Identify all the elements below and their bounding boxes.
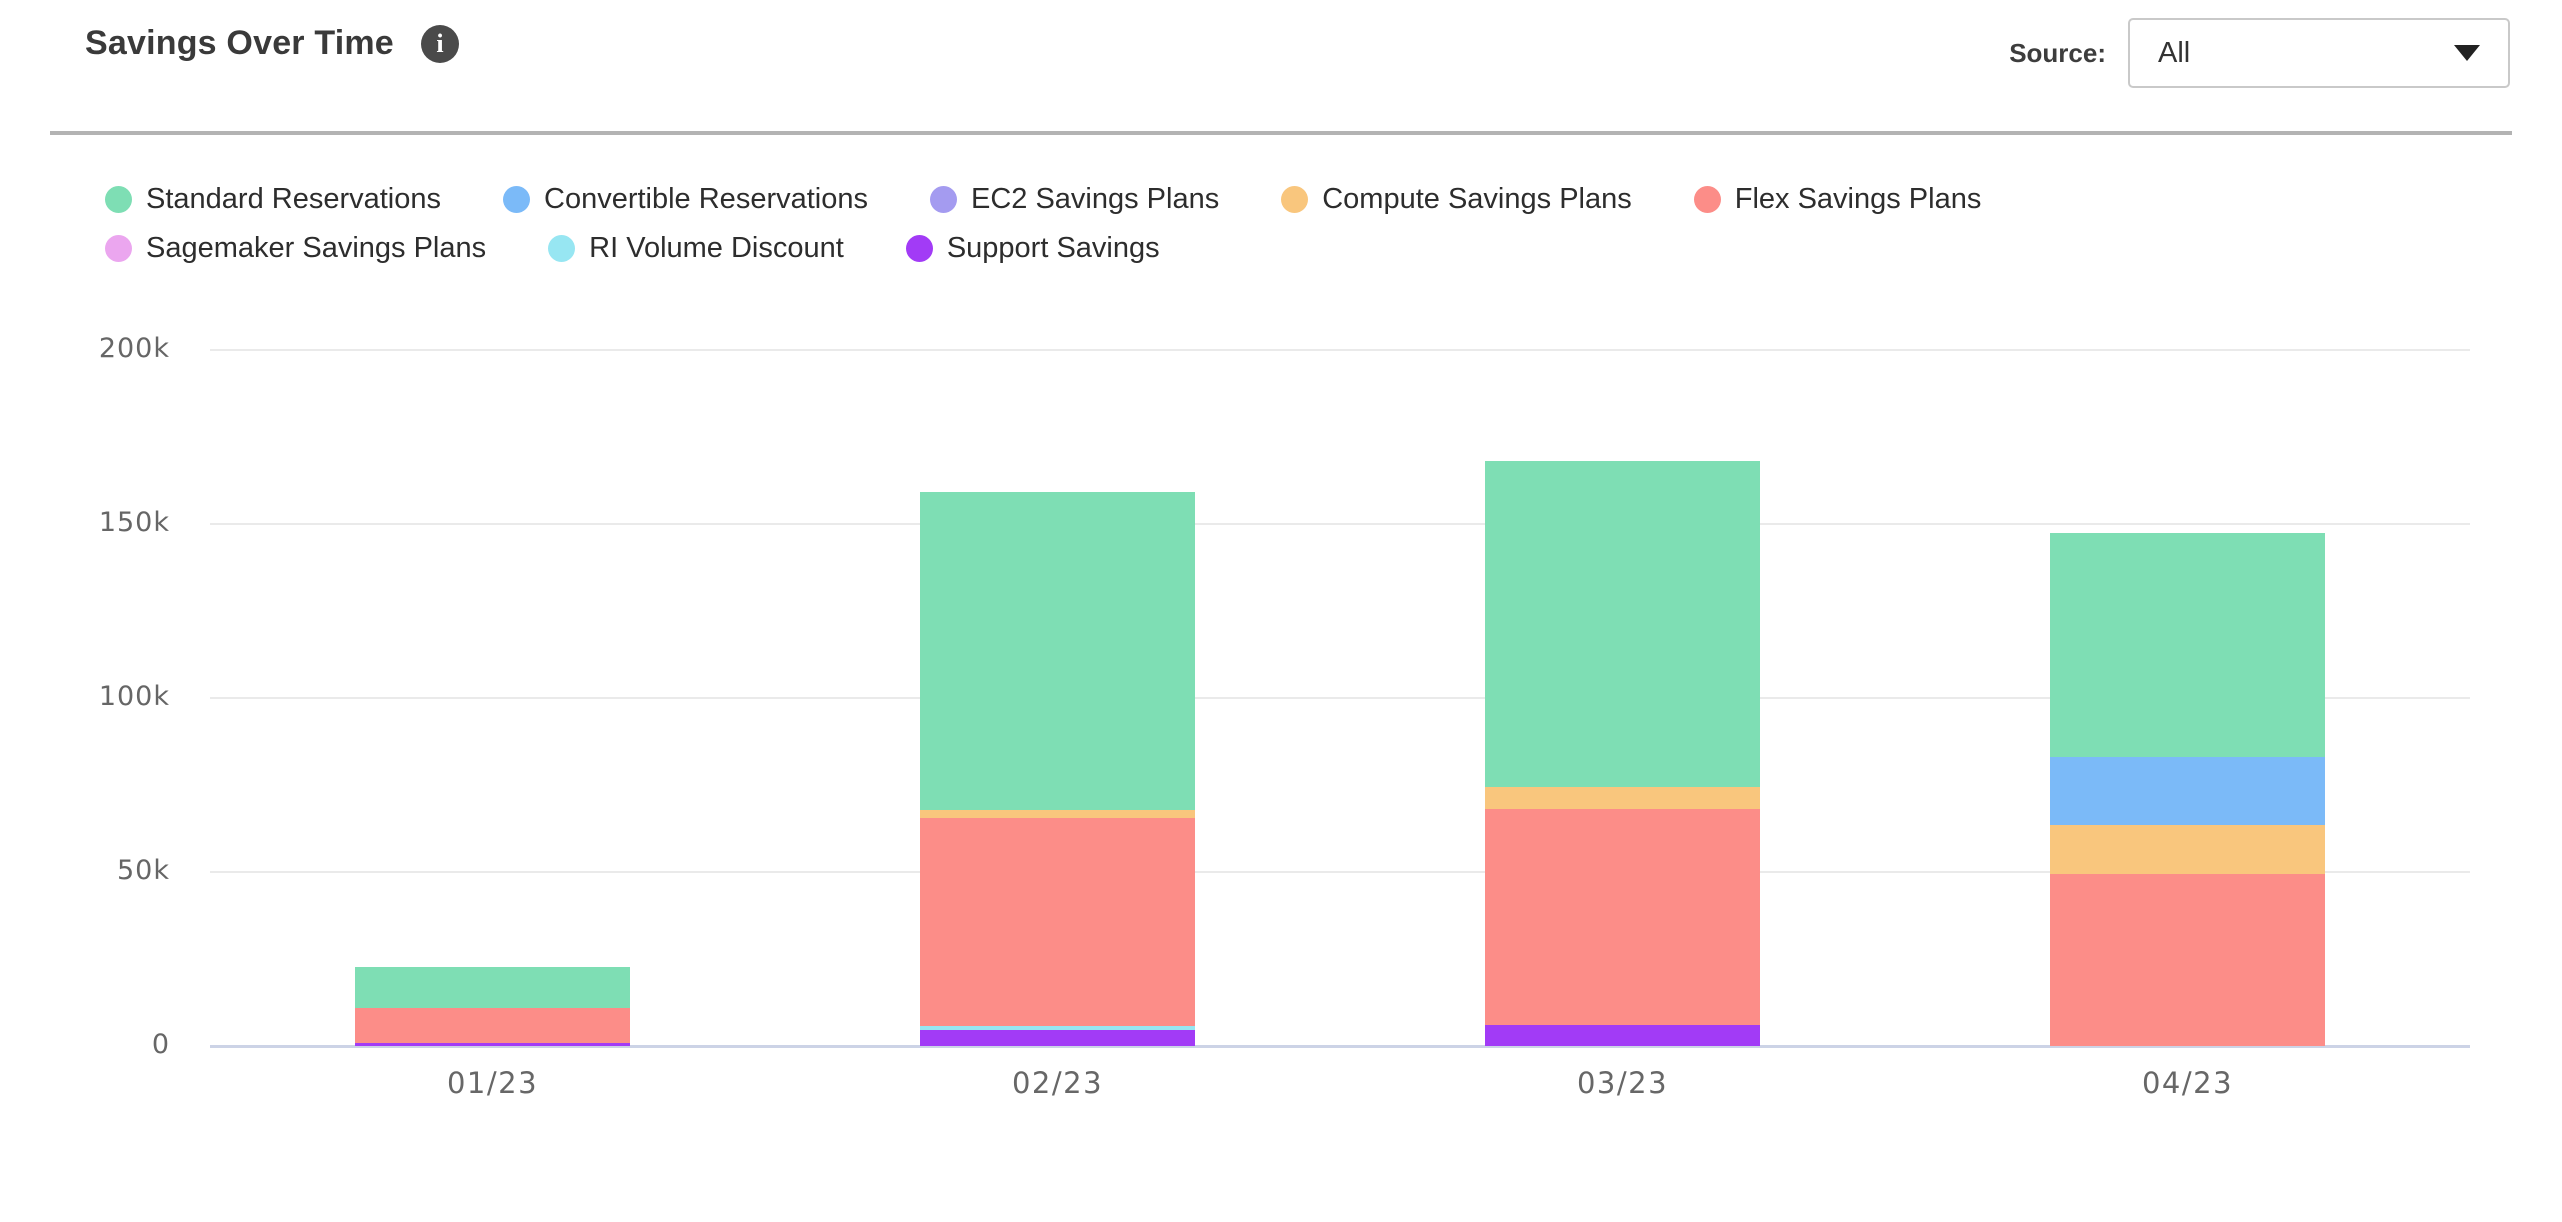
- bar-segment-compute-savings-plans-04-23[interactable]: [2050, 825, 2325, 874]
- bar-segment-standard-reservations-04-23[interactable]: [2050, 532, 2325, 758]
- x-axis-tick-label: 02/23: [1011, 1066, 1104, 1100]
- legend-item-ri-volume-discount[interactable]: RI Volume Discount: [548, 232, 844, 265]
- legend-label: Support Savings: [946, 232, 1160, 264]
- legend-dot-icon: [905, 235, 933, 262]
- bar-segment-convertible-reservations-04-23[interactable]: [2050, 757, 2325, 826]
- gridline: [210, 349, 2470, 351]
- legend-dot-icon: [1693, 186, 1721, 213]
- y-axis-tick-label: 150k: [98, 507, 170, 538]
- info-icon[interactable]: i: [421, 25, 459, 63]
- header-divider: [50, 131, 2512, 135]
- x-axis-tick-label: 01/23: [446, 1066, 539, 1100]
- gridline: [210, 697, 2470, 699]
- y-axis-tick-label: 0: [151, 1029, 170, 1060]
- bar-segment-standard-reservations-01-23[interactable]: [355, 966, 630, 1009]
- legend-dot-icon: [105, 186, 132, 213]
- chart-legend: Standard Reservations Convertible Reserva…: [105, 183, 2305, 265]
- y-axis-tick-label: 50k: [117, 855, 170, 886]
- legend-dot-icon: [105, 235, 132, 262]
- y-axis-tick-label: 100k: [98, 681, 170, 712]
- legend-item-flex-savings-plans[interactable]: Flex Savings Plans: [1693, 183, 1982, 216]
- source-label: Source:: [2009, 37, 2106, 68]
- info-icon-glyph: i: [436, 29, 444, 58]
- y-axis-tick-label: 200k: [98, 333, 170, 364]
- gridline: [210, 871, 2470, 873]
- legend-label: Convertible Reservations: [544, 183, 868, 215]
- source-dropdown[interactable]: All: [2128, 18, 2510, 88]
- legend-item-sagemaker-savings-plans[interactable]: Sagemaker Savings Plans: [105, 232, 486, 265]
- bar-segment-compute-savings-plans-02-23[interactable]: [920, 810, 1195, 819]
- bar-segment-support-savings-02-23[interactable]: [920, 1030, 1195, 1046]
- bar-segment-support-savings-01-23[interactable]: [355, 1042, 630, 1046]
- bar-segment-ri-volume-discount-02-23[interactable]: [920, 1026, 1195, 1030]
- bar-segment-flex-savings-plans-02-23[interactable]: [920, 818, 1195, 1027]
- bar-segment-compute-savings-plans-03-23[interactable]: [1485, 786, 1760, 810]
- chevron-down-icon: [2454, 45, 2480, 61]
- legend-dot-icon: [503, 186, 530, 213]
- legend-label: EC2 Savings Plans: [970, 183, 1220, 215]
- x-axis-tick-label: 03/23: [1576, 1066, 1669, 1100]
- legend-item-standard-reservations[interactable]: Standard Reservations: [105, 183, 441, 216]
- legend-item-support-savings[interactable]: Support Savings: [905, 232, 1160, 265]
- source-dropdown-value: All: [2158, 36, 2191, 69]
- legend-label: RI Volume Discount: [589, 232, 844, 264]
- legend-label: Standard Reservations: [146, 183, 441, 215]
- source-control: Source: All: [2009, 0, 2510, 106]
- bar-segment-standard-reservations-02-23[interactable]: [920, 492, 1195, 811]
- legend-label: Flex Savings Plans: [1734, 183, 1982, 215]
- legend-dot-icon: [1281, 186, 1309, 213]
- bar-segment-flex-savings-plans-04-23[interactable]: [2050, 873, 2325, 1046]
- legend-dot-icon: [548, 235, 576, 262]
- bar-segment-flex-savings-plans-01-23[interactable]: [355, 1008, 630, 1043]
- gridline: [210, 523, 2470, 525]
- legend-label: Compute Savings Plans: [1322, 183, 1632, 215]
- x-axis-tick-label: 04/23: [2141, 1066, 2234, 1100]
- page-title: Savings Over Time: [85, 24, 394, 62]
- bar-segment-flex-savings-plans-03-23[interactable]: [1485, 809, 1760, 1026]
- bar-segment-support-savings-03-23[interactable]: [1485, 1025, 1760, 1046]
- legend-item-convertible-reservations[interactable]: Convertible Reservations: [503, 183, 868, 216]
- legend-item-ec2-savings-plans[interactable]: EC2 Savings Plans: [929, 183, 1220, 216]
- legend-dot-icon: [929, 186, 957, 213]
- legend-item-compute-savings-plans[interactable]: Compute Savings Plans: [1281, 183, 1632, 216]
- bar-segment-standard-reservations-03-23[interactable]: [1485, 461, 1760, 787]
- x-axis-line: [210, 1045, 2470, 1048]
- legend-label: Sagemaker Savings Plans: [146, 232, 487, 264]
